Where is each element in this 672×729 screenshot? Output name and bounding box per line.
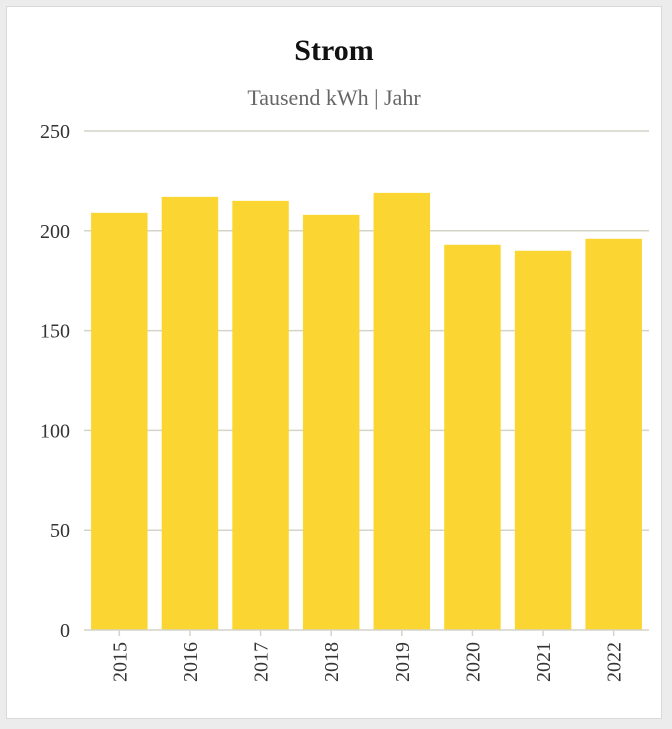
bar	[585, 238, 642, 630]
x-tick-label: 2022	[604, 642, 626, 682]
y-tick-label: 100	[40, 420, 70, 442]
bar	[373, 192, 431, 630]
y-tick-label: 200	[40, 221, 70, 243]
x-tick-label: 2018	[321, 642, 343, 682]
y-tick-label: 250	[40, 121, 70, 143]
chart-subtitle: Tausend kWh | Jahr	[247, 85, 421, 110]
bar	[514, 250, 572, 630]
x-tick-label: 2019	[392, 642, 414, 682]
y-tick-label: 0	[60, 620, 70, 642]
x-tick-label: 2021	[533, 642, 555, 682]
x-tick-label: 2017	[251, 642, 273, 682]
bar	[91, 212, 148, 630]
bar	[302, 214, 360, 630]
chart-title: Strom	[294, 34, 374, 67]
bar	[232, 200, 289, 631]
bar	[161, 196, 219, 631]
y-tick-label: 50	[50, 520, 70, 542]
y-tick-label: 150	[40, 321, 70, 343]
x-tick-label: 2015	[109, 642, 131, 682]
x-tick-label: 2016	[180, 642, 202, 682]
bar	[444, 244, 501, 630]
x-tick-label: 2020	[462, 642, 484, 682]
